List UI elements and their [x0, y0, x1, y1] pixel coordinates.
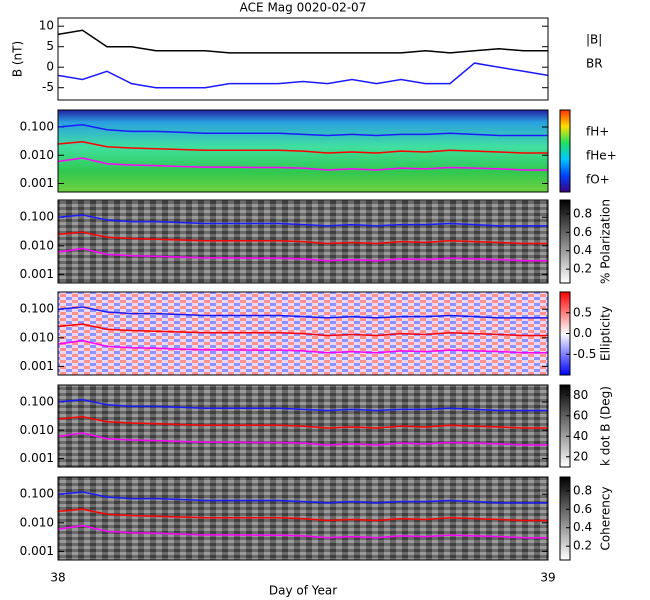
colorbar-tick-label: 0.4: [573, 243, 592, 257]
colorbar-tick-label: 0.8: [573, 483, 592, 497]
series-line: [57, 247, 548, 262]
colorbar: [559, 476, 571, 561]
legend-entry: BR: [586, 57, 603, 71]
legend-entry: fHe+: [586, 149, 617, 163]
chart-title: ACE Mag 0020-02-07: [240, 1, 367, 15]
plot-frame: [57, 17, 549, 101]
series-line: [57, 214, 548, 227]
y-tick-label: 0.010: [20, 515, 54, 529]
y-tick-label: 0.001: [20, 451, 54, 465]
x-tick-label: 38: [50, 571, 65, 585]
series-line: [57, 29, 548, 54]
series-line: [57, 339, 548, 354]
colorbar-tick-label: 80: [573, 388, 588, 402]
series-line: [57, 399, 548, 412]
series-line: [57, 231, 548, 245]
colorbar-tick-label: 0.0: [573, 326, 592, 340]
colorbar-tick-label: 0.2: [573, 539, 592, 553]
colorbar-label: k dot B (Deg): [599, 386, 613, 466]
y-tick-label: 0.001: [20, 544, 54, 558]
colorbar-label: Ellipticity: [599, 306, 613, 361]
plot-frame: [57, 384, 549, 468]
y-tick-label: 10: [39, 19, 54, 33]
colorbar-tick-label: 0.4: [573, 520, 592, 534]
y-tick-label: 0.100: [20, 210, 54, 224]
plot-frame: [57, 476, 549, 561]
y-tick-label: 0.001: [20, 359, 54, 373]
y-tick-label: 5: [46, 39, 54, 53]
colorbar-label: % Polarization: [599, 199, 613, 284]
colorbar-tick-label: 0.6: [573, 502, 592, 516]
legend-entry: |B|: [586, 33, 602, 47]
series-line: [57, 323, 548, 337]
y-tick-label: 0.010: [20, 148, 54, 162]
colorbar: [559, 199, 571, 284]
plot-frame: [57, 109, 549, 193]
colorbar-tick-label: 20: [573, 449, 588, 463]
y-tick-label: 0.010: [20, 330, 54, 344]
series-line: [57, 62, 549, 89]
y-tick-label: 0.100: [20, 120, 54, 134]
colorbar-tick-label: 40: [573, 429, 588, 443]
y-tick-label: 0.010: [20, 423, 54, 437]
colorbar-label: Coherency: [599, 486, 613, 550]
y-axis-label: B (nT): [11, 41, 25, 77]
plot-frame: [57, 291, 549, 376]
series-line: [57, 491, 548, 504]
plot-frame: [57, 199, 549, 284]
series-line: [57, 432, 548, 446]
legend-entry: fO+: [586, 173, 610, 187]
y-tick-label: 0.001: [20, 176, 54, 190]
series-line: [57, 141, 548, 154]
series-line: [57, 124, 548, 137]
series-line: [57, 306, 548, 319]
series-line: [57, 508, 548, 522]
colorbar-tick-label: 0.5: [573, 305, 592, 319]
series-line: [57, 157, 548, 171]
series-line: [57, 524, 548, 539]
colorbar: [559, 384, 571, 468]
colorbar-tick-label: 60: [573, 408, 588, 422]
y-tick-label: 0.100: [20, 302, 54, 316]
colorbar-tick-label: 0.6: [573, 225, 592, 239]
colorbar-tick-label: -0.5: [573, 347, 596, 361]
colorbar: [559, 109, 571, 193]
colorbar-tick-label: 0.2: [573, 262, 592, 276]
y-tick-label: 0: [46, 60, 54, 74]
y-tick-label: 0.100: [20, 487, 54, 501]
legend-entry: fH+: [586, 125, 609, 139]
y-tick-label: 0.001: [20, 267, 54, 281]
y-tick-label: 0.010: [20, 238, 54, 252]
colorbar-tick-label: 0.8: [573, 206, 592, 220]
y-tick-label: 0.100: [20, 395, 54, 409]
series-line: [57, 416, 548, 429]
y-tick-label: -5: [42, 80, 54, 94]
x-axis-label: Day of Year: [269, 584, 337, 598]
x-tick-label: 39: [540, 571, 555, 585]
